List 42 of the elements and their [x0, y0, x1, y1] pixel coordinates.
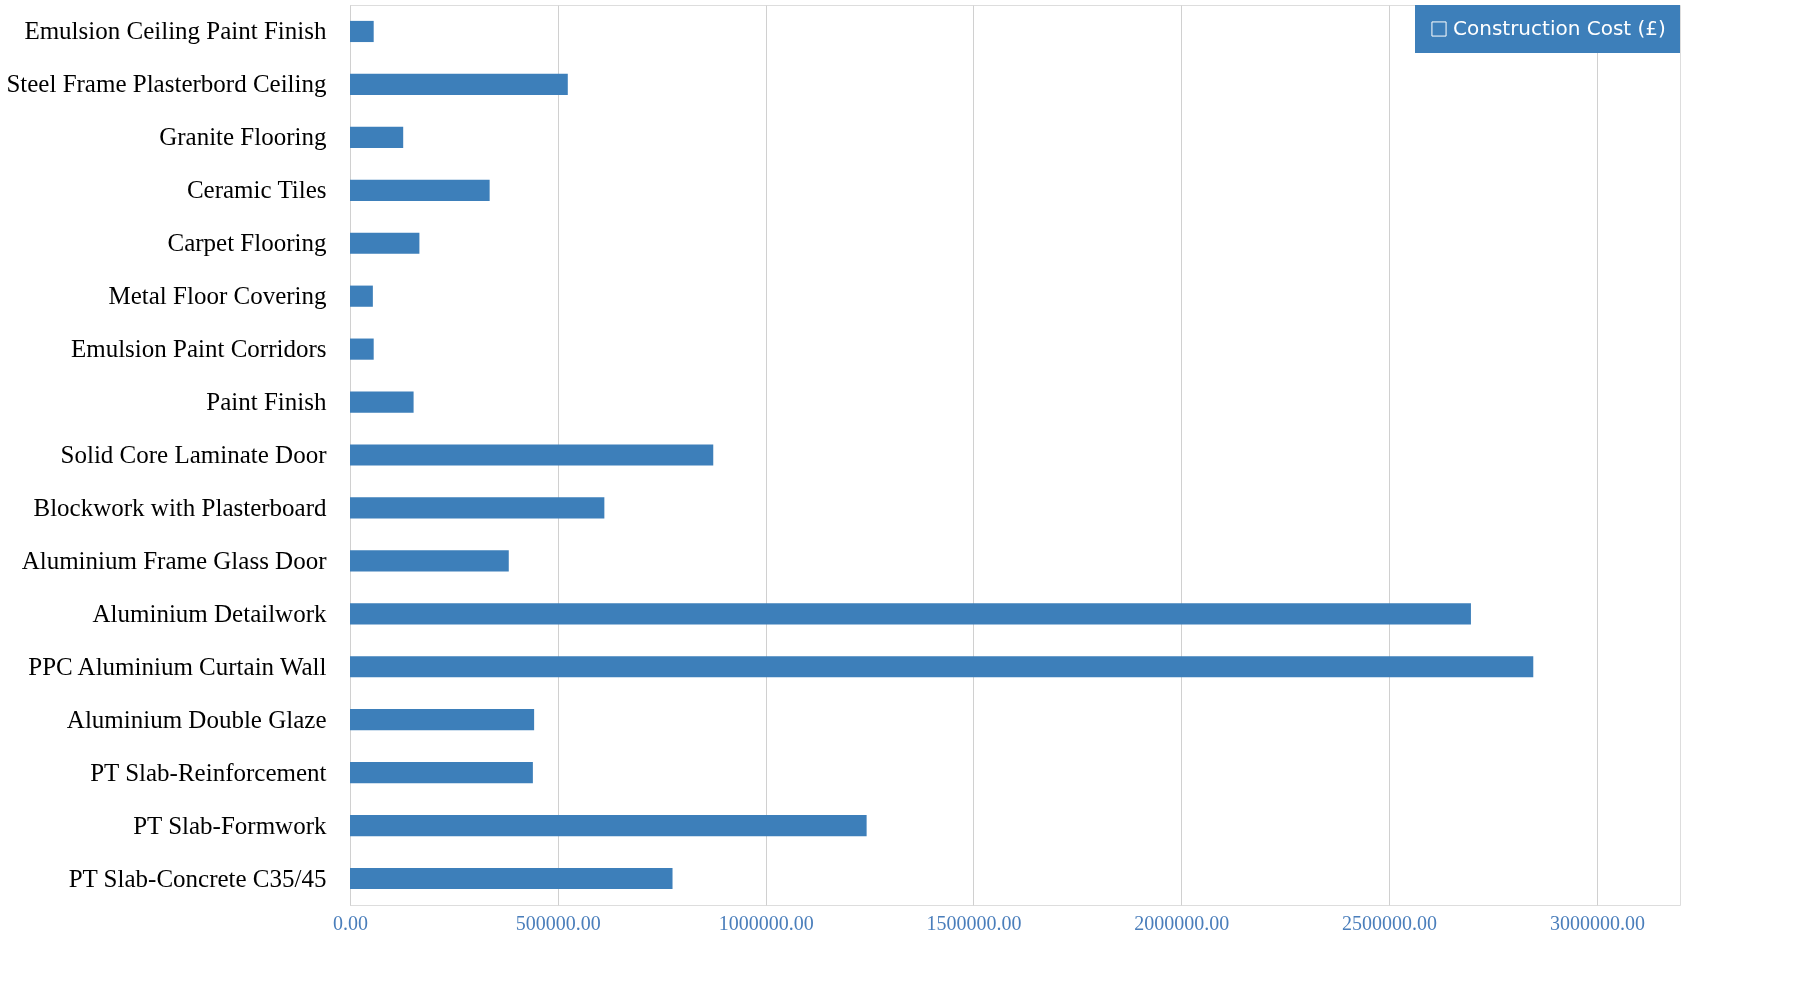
bar — [350, 338, 374, 360]
x-tick-label: 0.00 — [333, 911, 368, 934]
y-tick-label: Paint Finish — [206, 388, 327, 416]
bar — [350, 73, 568, 95]
y-tick-label: Solid Core Laminate Door — [60, 441, 328, 468]
x-tick-label: 1500000.00 — [926, 911, 1022, 934]
y-tick-label: PT Slab-Formwork — [133, 811, 327, 839]
bar — [350, 285, 373, 307]
x-tick-label: 2000000.00 — [1134, 911, 1230, 934]
bar — [350, 709, 535, 731]
legend-label: Construction Cost (£) — [1453, 16, 1666, 40]
y-tick-label: Metal Floor Covering — [108, 282, 327, 310]
bar — [350, 656, 1534, 678]
x-tick-label: 500000.00 — [515, 911, 601, 934]
bar — [350, 444, 714, 466]
y-tick-label: PT Slab-Concrete C35/45 — [68, 864, 327, 892]
bar — [350, 232, 420, 254]
y-tick-label: Emulsion Ceiling Paint Finish — [24, 17, 327, 45]
y-tick-label: Blockwork with Plasterboard — [33, 493, 327, 521]
y-tick-label: Granite Flooring — [159, 123, 327, 151]
x-tick-label: 1000000.00 — [718, 911, 814, 934]
y-tick-label: Emulsion Paint Corridors — [70, 335, 327, 363]
bar — [350, 603, 1471, 625]
bar — [350, 126, 404, 148]
bar — [350, 20, 374, 43]
y-tick-label: PPC Aluminium Curtain Wall — [28, 652, 327, 680]
y-tick-label: Aluminium Frame Glass Door — [21, 546, 328, 574]
bar — [350, 550, 509, 572]
y-tick-label: Carpet Flooring — [167, 229, 327, 257]
x-tick-label: 2500000.00 — [1342, 911, 1438, 934]
bar — [350, 815, 867, 837]
x-tick-label: 3000000.00 — [1549, 911, 1645, 934]
bar — [350, 762, 533, 784]
bar — [350, 391, 414, 413]
bar — [350, 179, 490, 201]
bar — [350, 497, 605, 519]
y-tick-label: Aluminium Double Glaze — [66, 705, 327, 733]
y-tick-label: Steel Frame Plasterbord Ceiling — [6, 70, 327, 98]
y-tick-label: PT Slab-Reinforcement — [90, 758, 327, 786]
y-tick-label: Aluminium Detailwork — [92, 599, 327, 627]
bar — [350, 867, 673, 890]
y-tick-label: Ceramic Tiles — [186, 176, 327, 204]
